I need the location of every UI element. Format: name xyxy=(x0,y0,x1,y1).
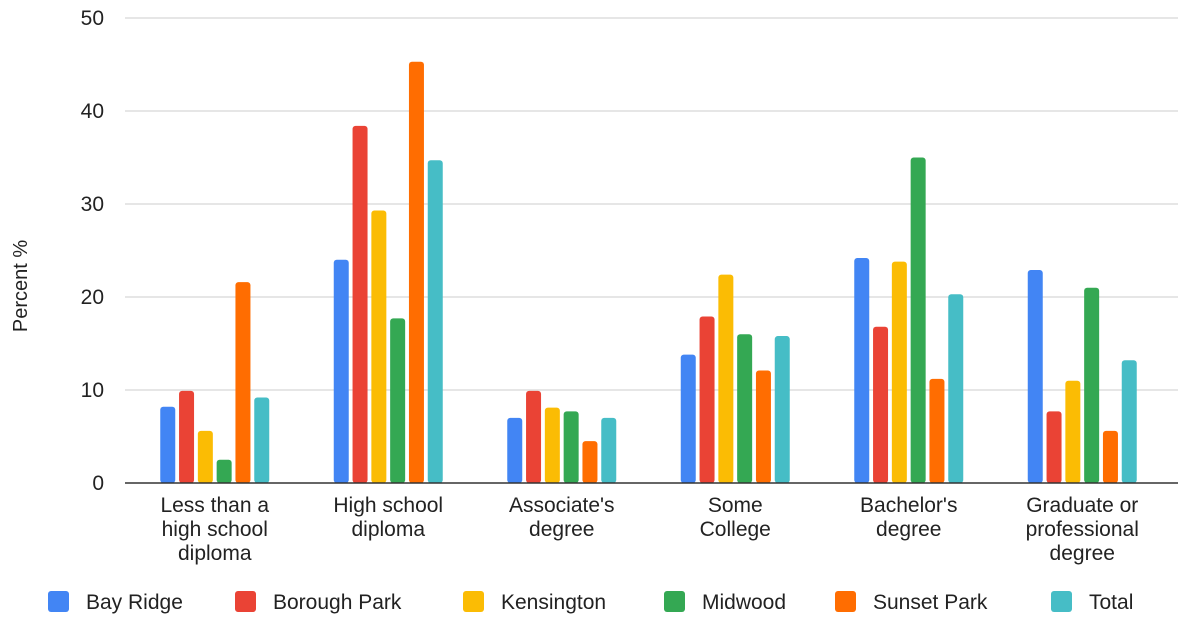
bar xyxy=(563,411,579,483)
bar xyxy=(1084,287,1100,483)
legend-label: Sunset Park xyxy=(873,591,988,614)
bar xyxy=(873,326,889,483)
bar xyxy=(544,407,560,483)
legend-label: Borough Park xyxy=(273,591,402,614)
y-tick-label: 20 xyxy=(81,286,104,309)
bar xyxy=(1027,270,1043,483)
bar xyxy=(507,417,523,483)
x-category-label: Some College xyxy=(700,494,771,541)
bar xyxy=(254,397,270,483)
y-axis-title: Percent % xyxy=(10,240,32,332)
bar xyxy=(216,459,232,483)
y-tick-label: 40 xyxy=(81,100,104,123)
bar xyxy=(699,316,715,483)
bar xyxy=(601,417,617,483)
y-tick-label: 0 xyxy=(92,472,104,495)
bar xyxy=(582,441,598,483)
bar xyxy=(948,294,964,483)
bar xyxy=(526,390,542,483)
x-category-label: Less than a high school diploma xyxy=(160,494,269,565)
legend-label: Midwood xyxy=(702,591,786,614)
gridlines xyxy=(125,17,1178,391)
bar xyxy=(427,160,443,484)
x-category-label: Associate's degree xyxy=(509,494,615,541)
bar xyxy=(680,354,696,483)
legend-swatch xyxy=(463,591,484,612)
bar xyxy=(1046,411,1062,483)
bar xyxy=(718,274,734,483)
y-axis-ticks: 0 10 20 30 40 50 xyxy=(81,7,104,495)
bar xyxy=(371,210,387,483)
legend-swatch xyxy=(235,591,256,612)
bar xyxy=(160,406,176,483)
legend-label: Kensington xyxy=(501,591,606,614)
bar xyxy=(755,370,771,483)
bar xyxy=(408,61,424,484)
y-tick-label: 50 xyxy=(81,7,104,30)
legend: Bay Ridge Borough Park Kensington Midwood Su… xyxy=(48,591,1133,614)
bar xyxy=(929,378,945,483)
bar xyxy=(1121,360,1137,483)
bar xyxy=(737,334,753,483)
y-tick-label: 30 xyxy=(81,193,104,216)
bar xyxy=(390,318,406,483)
legend-label: Bay Ridge xyxy=(86,591,183,614)
legend-swatch xyxy=(835,591,856,612)
x-category-label: Bachelor's degree xyxy=(860,494,957,541)
legend-swatch xyxy=(1051,591,1072,612)
legend-swatch xyxy=(48,591,69,612)
bar xyxy=(333,259,349,483)
legend-label: Total xyxy=(1089,591,1133,614)
bar xyxy=(891,261,907,483)
bar xyxy=(179,390,195,483)
bar xyxy=(910,157,926,483)
bar xyxy=(197,430,213,483)
bar xyxy=(352,125,368,483)
bar xyxy=(774,336,790,483)
legend-swatch xyxy=(664,591,685,612)
y-tick-label: 10 xyxy=(81,379,104,402)
bar xyxy=(854,257,870,483)
bar xyxy=(1102,430,1118,483)
x-category-label: High school diploma xyxy=(333,494,443,541)
bar xyxy=(235,282,251,483)
category-labels: Less than a high school diploma High school… xyxy=(160,494,1138,565)
bars xyxy=(160,61,1137,484)
bar xyxy=(1065,380,1081,483)
x-category-label: Graduate or professional degree xyxy=(1026,494,1139,565)
